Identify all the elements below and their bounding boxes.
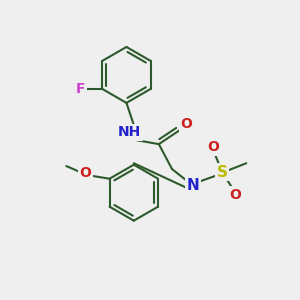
Text: S: S — [217, 165, 228, 180]
Text: O: O — [180, 117, 192, 131]
Text: O: O — [230, 188, 241, 202]
Text: N: N — [186, 178, 199, 193]
Text: O: O — [207, 140, 219, 154]
Text: O: O — [80, 166, 92, 180]
Text: F: F — [75, 82, 85, 96]
Text: NH: NH — [118, 125, 141, 139]
